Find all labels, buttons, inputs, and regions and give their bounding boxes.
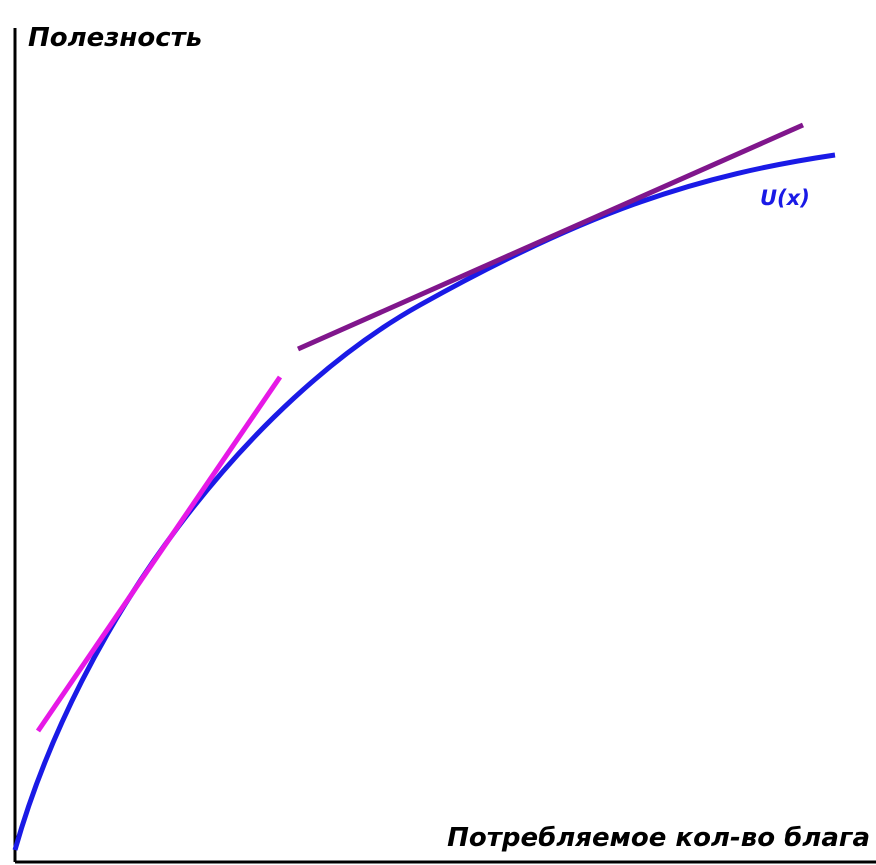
tangent-line <box>35 375 283 733</box>
x-axis-label: Потребляемое кол-во блага <box>447 823 870 853</box>
curve-label: U(x) <box>760 186 810 210</box>
tangent-line <box>296 122 805 352</box>
y-axis-label: Полезность <box>28 23 202 53</box>
utility-curve <box>12 152 836 851</box>
